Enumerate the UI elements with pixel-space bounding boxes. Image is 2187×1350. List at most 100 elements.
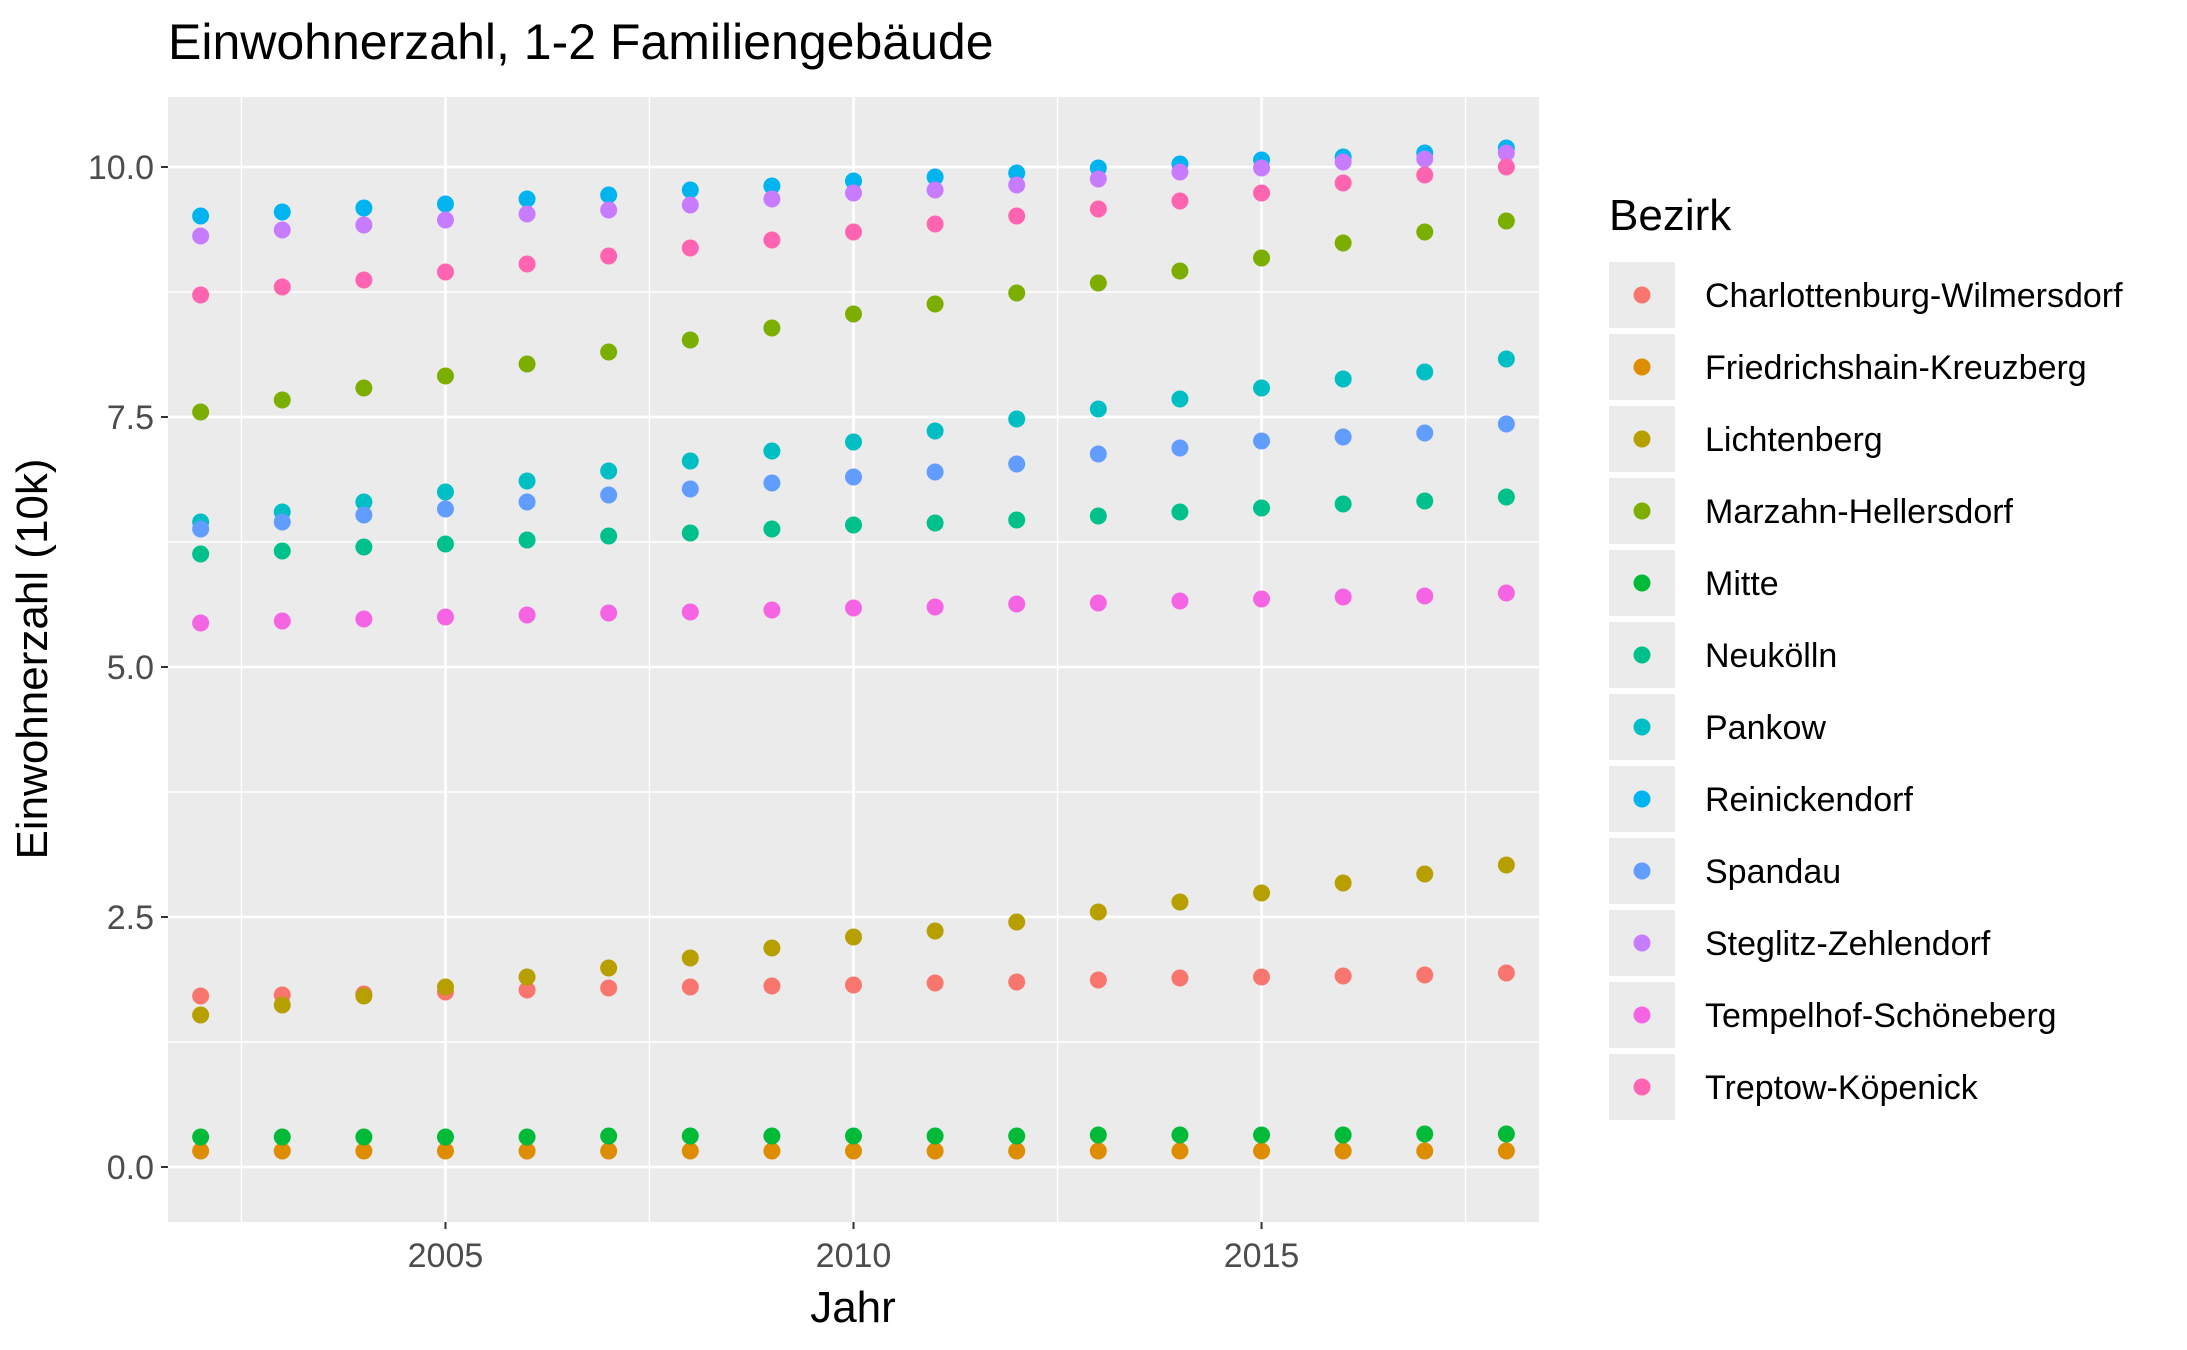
legend-label: Reinickendorf [1705,781,1913,819]
data-point [845,305,862,323]
data-point [845,928,862,946]
data-point [763,601,781,619]
data-point [1416,1142,1434,1160]
legend-item: Pankow [1609,694,1826,760]
data-point [1497,350,1515,368]
x-tick-label: 2005 [408,1237,484,1275]
data-point [192,227,210,245]
data-point [1089,445,1107,463]
data-point [600,201,618,219]
data-point [436,195,454,213]
data-point [1416,166,1434,184]
data-point [1497,144,1515,162]
legend-label: Neukölln [1705,637,1837,675]
data-point [1171,969,1189,987]
data-point [273,612,291,630]
data-point [355,379,373,397]
data-point [192,614,210,632]
data-point [1334,370,1352,388]
data-point [1008,410,1026,428]
legend-label: Spandau [1705,853,1841,891]
data-point [926,422,944,440]
data-point [600,959,618,977]
data-point [518,493,536,511]
data-point [681,1127,699,1145]
series-spandau [192,415,1515,538]
data-point [1089,200,1107,218]
data-point [1253,159,1271,177]
data-point [192,207,210,225]
data-point [1089,507,1107,525]
data-point [681,239,699,257]
data-point [763,939,781,957]
data-point [1334,1126,1352,1144]
data-point [763,1142,781,1160]
data-point [436,1128,454,1146]
legend-marker [1633,790,1651,808]
data-point [845,1142,862,1160]
data-point [436,367,454,385]
data-point [1497,158,1515,176]
legend-item: Spandau [1609,838,1841,904]
grid-layer [168,97,1539,1222]
data-point [1253,1142,1271,1160]
data-point [273,203,291,221]
data-point [926,295,944,313]
legend-title: Bezirk [1609,191,1732,240]
y-tick-label: 10.0 [88,149,154,187]
data-point [1089,903,1107,921]
data-point [273,996,291,1014]
data-point [1171,163,1189,181]
data-point [1416,150,1434,168]
chart-title: Einwohnerzahl, 1-2 Familiengebäude [168,14,994,70]
data-point [1253,1126,1271,1144]
data-point [355,216,373,234]
data-point [600,527,618,545]
y-tick-label: 5.0 [107,649,154,687]
series-neuk-lln [192,488,1515,563]
data-point [1089,971,1107,989]
data-point [926,922,944,940]
data-point [1497,1142,1515,1160]
data-point [518,472,536,490]
data-point [1334,588,1352,606]
data-point [1089,400,1107,418]
data-point [436,263,454,281]
data-point [518,1142,536,1160]
data-point [192,1006,210,1024]
data-point [273,221,291,239]
data-point [436,211,454,229]
data-point [1497,212,1515,230]
data-point [518,968,536,986]
legend-item: Lichtenberg [1609,406,1883,472]
data-point [763,442,781,460]
data-point [763,474,781,492]
data-point [681,331,699,349]
y-axis-title: Einwohnerzahl (10k) [8,458,57,859]
data-point [1497,415,1515,433]
data-point [192,403,210,421]
data-point [845,599,862,617]
data-point [273,278,291,296]
legend-label: Marzahn-Hellersdorf [1705,493,2014,531]
legend-item: Friedrichshain-Kreuzberg [1609,334,2087,400]
points-layer [192,139,1515,1160]
data-point [1008,207,1026,225]
legend-label: Friedrichshain-Kreuzberg [1705,349,2087,387]
data-point [518,355,536,373]
data-point [926,463,944,481]
data-point [1008,1142,1026,1160]
legend-marker [1633,646,1651,664]
data-point [681,603,699,621]
data-point [600,1127,618,1145]
data-point [681,949,699,967]
data-point [845,1127,862,1145]
data-point [681,1142,699,1160]
data-point [1089,1126,1107,1144]
data-point [518,606,536,624]
data-point [355,199,373,217]
data-point [763,190,781,208]
data-point [1171,439,1189,457]
data-point [1171,1142,1189,1160]
data-point [1416,587,1434,605]
